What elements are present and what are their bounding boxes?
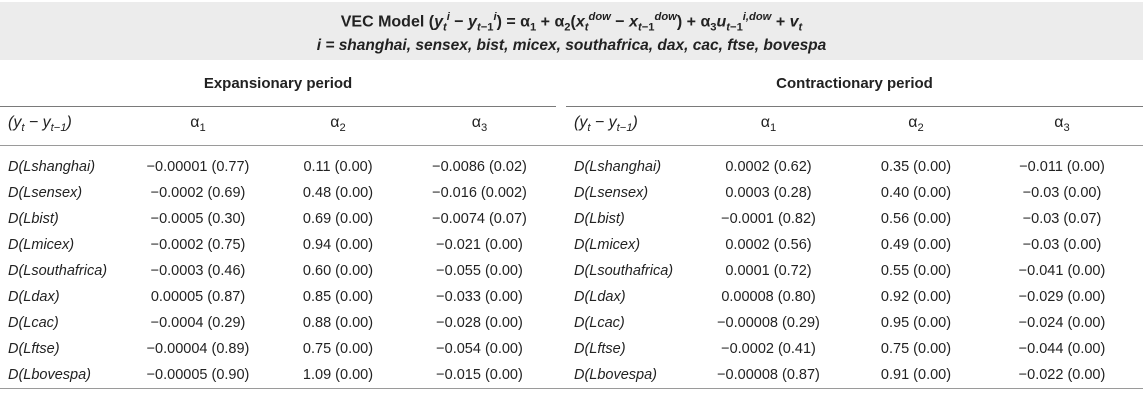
exp-alpha2-cell: 0.69 (0.00) [302, 211, 374, 227]
table-row: D(Lmicex) −0.0002 (0.75) 0.94 (0.00) −0.021… [0, 232, 1143, 258]
row-label: D(Lsouthafrica) [8, 263, 108, 279]
con-alpha2-cell: 0.75 (0.00) [880, 341, 952, 357]
col-alpha3: α3 [1054, 114, 1070, 135]
con-alpha3-cell: −0.03 (0.07) [1022, 211, 1102, 227]
row-label: D(Lmicex) [8, 237, 75, 253]
exp-alpha3-cell: −0.016 (0.002) [432, 185, 527, 201]
exp-alpha1-cell: −0.0002 (0.69) [150, 185, 246, 201]
con-alpha1-cell: −0.0001 (0.82) [721, 211, 816, 227]
col-alpha1: α1 [760, 114, 777, 135]
con-alpha2-cell: 0.55 (0.00) [880, 263, 952, 279]
table-row: D(Lbovespa) −0.00005 (0.90) 1.09 (0.00) −0.… [0, 362, 1143, 389]
con-alpha1-cell: 0.0003 (0.28) [725, 185, 812, 201]
con-alpha3-cell: −0.011 (0.00) [1019, 159, 1105, 175]
exp-alpha3-cell: −0.0074 (0.07) [432, 211, 527, 227]
index-list: i = shanghai, sensex, bist, micex, south… [316, 37, 827, 54]
group-expansionary: Expansionary period [0, 62, 556, 107]
table-row: D(Lshanghai) −0.00001 (0.77) 0.11 (0.00) −0… [0, 154, 1143, 180]
row-label: D(Lbist) [8, 211, 59, 227]
con-alpha2-cell: 0.92 (0.00) [880, 289, 952, 305]
con-alpha3-cell: −0.03 (0.00) [1022, 237, 1102, 253]
exp-alpha3-cell: −0.055 (0.00) [436, 263, 523, 279]
row-label: D(Lftse) [8, 341, 60, 357]
table-row: D(Lcac) −0.0004 (0.29) 0.88 (0.00) −0.028 (… [0, 310, 1143, 336]
con-alpha1-cell: 0.0002 (0.62) [725, 159, 812, 175]
col-alpha2: α2 [330, 114, 346, 135]
con-alpha1-cell: 0.0001 (0.72) [725, 263, 812, 279]
table-row: D(Lftse) −0.00004 (0.89) 0.75 (0.00) −0.054… [0, 336, 1143, 362]
row-label: D(Lmicex) [574, 237, 641, 253]
exp-alpha2-cell: 0.88 (0.00) [302, 315, 374, 331]
row-label: D(Lbovespa) [566, 362, 686, 389]
group-header-row: Expansionary period Contractionary perio… [0, 62, 1143, 107]
results-table: Expansionary period Contractionary perio… [0, 62, 1143, 389]
exp-alpha1-cell: −0.00005 (0.90) [123, 362, 273, 389]
row-label: D(Lsouthafrica) [574, 263, 674, 279]
model-name: VEC Model [340, 13, 425, 31]
row-label: D(Ldax) [8, 289, 60, 305]
column-header-row: (yt − yt−1) α1 α2 α3 (yt − yt−1) α1 α2 α… [0, 107, 1143, 146]
exp-alpha2-cell: 1.09 (0.00) [273, 362, 403, 389]
table-row: D(Lbist) −0.0005 (0.30) 0.69 (0.00) −0.0074… [0, 206, 1143, 232]
row-label: D(Lshanghai) [8, 159, 96, 175]
row-label: D(Lsensex) [574, 185, 649, 201]
exp-alpha3-cell: −0.0086 (0.02) [432, 159, 527, 175]
col-alpha1: α1 [190, 114, 206, 135]
exp-alpha1-cell: −0.0003 (0.46) [150, 263, 246, 279]
exp-alpha1-cell: −0.0004 (0.29) [150, 315, 246, 331]
exp-alpha2-cell: 0.85 (0.00) [302, 289, 374, 305]
exp-alpha1-cell: −0.0002 (0.75) [150, 237, 246, 253]
row-label: D(Lcac) [8, 315, 59, 331]
row-label: D(Ldax) [574, 289, 626, 305]
exp-alpha1-cell: −0.0005 (0.30) [150, 211, 246, 227]
con-alpha1-cell: 0.00008 (0.80) [721, 289, 816, 305]
col-dependent: (yt − yt−1) [8, 114, 72, 135]
table-title: VEC Model (yti − yt−1i) = α1 + α2(xtdow … [0, 2, 1143, 60]
exp-alpha1-cell: 0.00005 (0.87) [150, 289, 246, 305]
exp-alpha2-cell: 0.60 (0.00) [302, 263, 374, 279]
col-dependent: (yt − yt−1) [574, 114, 638, 135]
con-alpha2-cell: 0.35 (0.00) [880, 159, 952, 175]
con-alpha2-cell: 0.95 (0.00) [880, 315, 952, 331]
row-label: D(Lshanghai) [574, 159, 662, 175]
exp-alpha2-cell: 0.75 (0.00) [302, 341, 374, 357]
con-alpha1-cell: 0.0002 (0.56) [725, 237, 812, 253]
exp-alpha3-cell: −0.028 (0.00) [436, 315, 523, 331]
exp-alpha3-cell: −0.054 (0.00) [436, 341, 523, 357]
con-alpha3-cell: −0.024 (0.00) [1018, 315, 1106, 331]
row-label: D(Lbist) [574, 211, 625, 227]
table-body: D(Lshanghai) −0.00001 (0.77) 0.11 (0.00) −0… [0, 146, 1143, 389]
row-label: D(Lsensex) [8, 185, 83, 201]
con-alpha2-cell: 0.49 (0.00) [880, 237, 952, 253]
con-alpha3-cell: −0.022 (0.00) [981, 362, 1143, 389]
con-alpha3-cell: −0.029 (0.00) [1018, 289, 1106, 305]
exp-alpha1-cell: −0.00004 (0.89) [146, 341, 250, 357]
table-row: D(Lsouthafrica) −0.0003 (0.46) 0.60 (0.00)… [0, 258, 1143, 284]
group-contractionary: Contractionary period [566, 62, 1143, 107]
exp-alpha3-cell: −0.033 (0.00) [436, 289, 523, 305]
row-label: D(Lbovespa) [0, 362, 123, 389]
col-alpha2: α2 [908, 114, 924, 135]
con-alpha1-cell: −0.0002 (0.41) [721, 341, 816, 357]
con-alpha2-cell: 0.56 (0.00) [880, 211, 952, 227]
model-equation: VEC Model (yti − yt−1i) = α1 + α2(xtdow … [340, 11, 803, 34]
exp-alpha3-cell: −0.015 (0.00) [403, 362, 556, 389]
exp-alpha3-cell: −0.021 (0.00) [436, 237, 523, 253]
col-alpha3: α3 [471, 114, 488, 135]
con-alpha1-cell: −0.00008 (0.87) [686, 362, 851, 389]
table-row: D(Lsensex) −0.0002 (0.69) 0.48 (0.00) −0.01… [0, 180, 1143, 206]
con-alpha2-cell: 0.40 (0.00) [880, 185, 952, 201]
table-row: D(Ldax) 0.00005 (0.87) 0.85 (0.00) −0.033 (… [0, 284, 1143, 310]
row-label: D(Lcac) [574, 315, 625, 331]
exp-alpha1-cell: −0.00001 (0.77) [146, 159, 250, 175]
con-alpha3-cell: −0.041 (0.00) [1018, 263, 1106, 279]
exp-alpha2-cell: 0.48 (0.00) [302, 185, 374, 201]
row-label: D(Lftse) [574, 341, 626, 357]
exp-alpha2-cell: 0.94 (0.00) [302, 237, 374, 253]
exp-alpha2-cell: 0.11 (0.00) [303, 159, 373, 175]
con-alpha1-cell: −0.00008 (0.29) [717, 315, 820, 331]
con-alpha3-cell: −0.03 (0.00) [1022, 185, 1102, 201]
con-alpha2-cell: 0.91 (0.00) [851, 362, 981, 389]
con-alpha3-cell: −0.044 (0.00) [1018, 341, 1106, 357]
